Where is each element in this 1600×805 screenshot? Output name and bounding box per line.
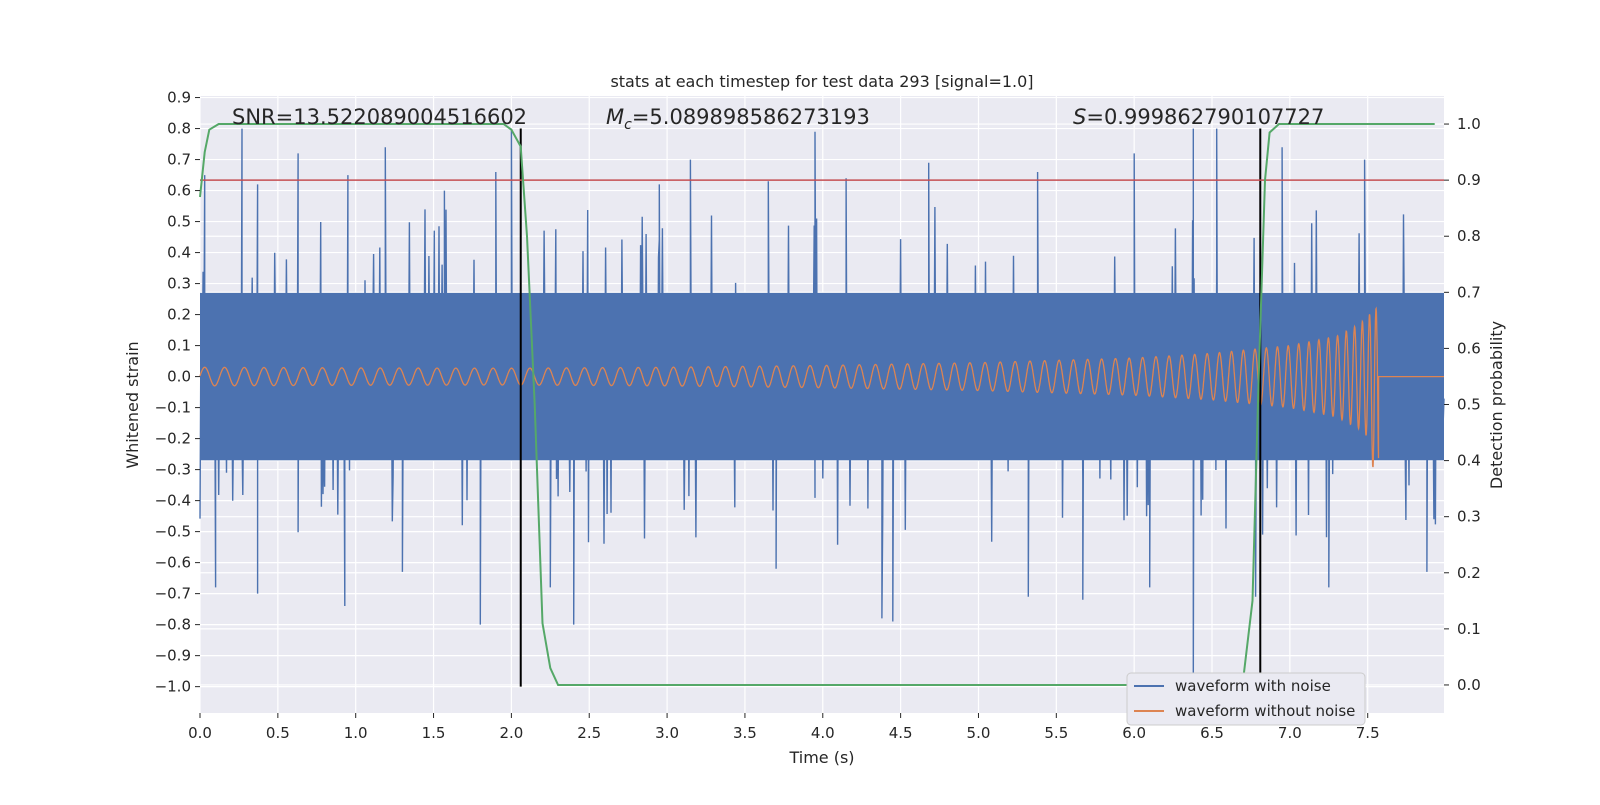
y-tick-label: −0.5: [155, 523, 191, 541]
legend-label-clean: waveform without noise: [1175, 702, 1355, 720]
y-tick-label: 0.5: [167, 213, 191, 231]
y-tick-label: 0.8: [167, 120, 191, 138]
y-tick-label: 0.4: [167, 244, 191, 262]
y-tick-label-right: 0.9: [1457, 171, 1481, 189]
x-tick-label: 7.5: [1356, 724, 1380, 742]
y-tick-label: 0.1: [167, 337, 191, 355]
series-line-clean: [199, 306, 1444, 468]
y-tick-label-right: 0.4: [1457, 452, 1481, 470]
legend-label-noisy: waveform with noise: [1175, 677, 1331, 695]
y-tick-label: −0.6: [155, 554, 191, 572]
y-tick-label-right: 0.6: [1457, 339, 1481, 357]
legend-box: [1126, 672, 1366, 726]
x-tick-label: 3.0: [655, 724, 679, 742]
x-axis-label: Time (s): [788, 748, 854, 767]
y-tick-label-right: 0.1: [1457, 620, 1481, 638]
y-tick-label: 0.3: [167, 275, 191, 293]
y-tick-label: 0.6: [167, 182, 191, 200]
y-tick-label-right: 0.5: [1457, 396, 1481, 414]
y-tick-label: −0.2: [155, 430, 191, 448]
x-tick-label: 5.0: [967, 724, 991, 742]
y-tick-label-right: 0.8: [1457, 227, 1481, 245]
y-tick-label: 0.0: [167, 368, 191, 386]
y-tick-label: −0.1: [155, 399, 191, 417]
y-tick-label-right: 0.7: [1457, 283, 1481, 301]
x-tick-label: 6.0: [1122, 724, 1146, 742]
chirp-mass-annotation: Mc=5.089898586273193: [606, 105, 870, 133]
x-tick-label: 4.5: [889, 724, 913, 742]
chart-title: stats at each timestep for test data 293…: [610, 72, 1033, 91]
x-tick-label: 5.5: [1044, 724, 1068, 742]
y-tick-label: −0.3: [155, 461, 191, 479]
y-tick-label-right: 0.2: [1457, 564, 1481, 582]
x-tick-label: 1.0: [344, 724, 368, 742]
x-tick-label: 0.5: [266, 724, 290, 742]
x-tick-label: 0.0: [188, 724, 212, 742]
series-layer: [199, 128, 1445, 681]
x-tick-label: 1.5: [422, 724, 446, 742]
x-tick-label: 4.0: [811, 724, 835, 742]
y-axis-label-right: Detection probability: [1487, 321, 1506, 489]
x-tick-label: 7.0: [1278, 724, 1302, 742]
x-tick-label: 2.0: [499, 724, 523, 742]
x-tick-label: 2.5: [577, 724, 601, 742]
y-tick-label: −0.9: [155, 647, 191, 665]
legend: waveform with noise waveform without noi…: [1126, 672, 1366, 726]
y-tick-label: −0.7: [155, 585, 191, 603]
x-tick-label: 6.5: [1200, 724, 1224, 742]
y-tick-label: 0.2: [167, 306, 191, 324]
y-tick-label: −1.0: [155, 678, 191, 696]
y-tick-label-right: 0.0: [1457, 676, 1481, 694]
snr-annotation: SNR=13.522089004516602: [232, 105, 527, 129]
y-tick-label: 0.9: [167, 89, 191, 107]
y-tick-label: −0.8: [155, 616, 191, 634]
y-tick-label-right: 0.3: [1457, 508, 1481, 526]
tick-labels: 0.0 0.5 1.0 1.5 2.0 2.5 3.0 3.5 4.0 4.5 5.0 5.5 6.0 6…: [155, 89, 1481, 742]
y-axis-label: Whitened strain: [123, 341, 142, 468]
detection-score-annotation: S=0.999862790107727: [1073, 105, 1324, 129]
y-tick-label-right: 1.0: [1457, 115, 1481, 133]
y-tick-label: 0.7: [167, 151, 191, 169]
x-tick-label: 3.5: [733, 724, 757, 742]
reference-lines: [199, 123, 1444, 687]
y-tick-label: −0.4: [155, 492, 191, 510]
series-line-probability: [199, 123, 1435, 686]
